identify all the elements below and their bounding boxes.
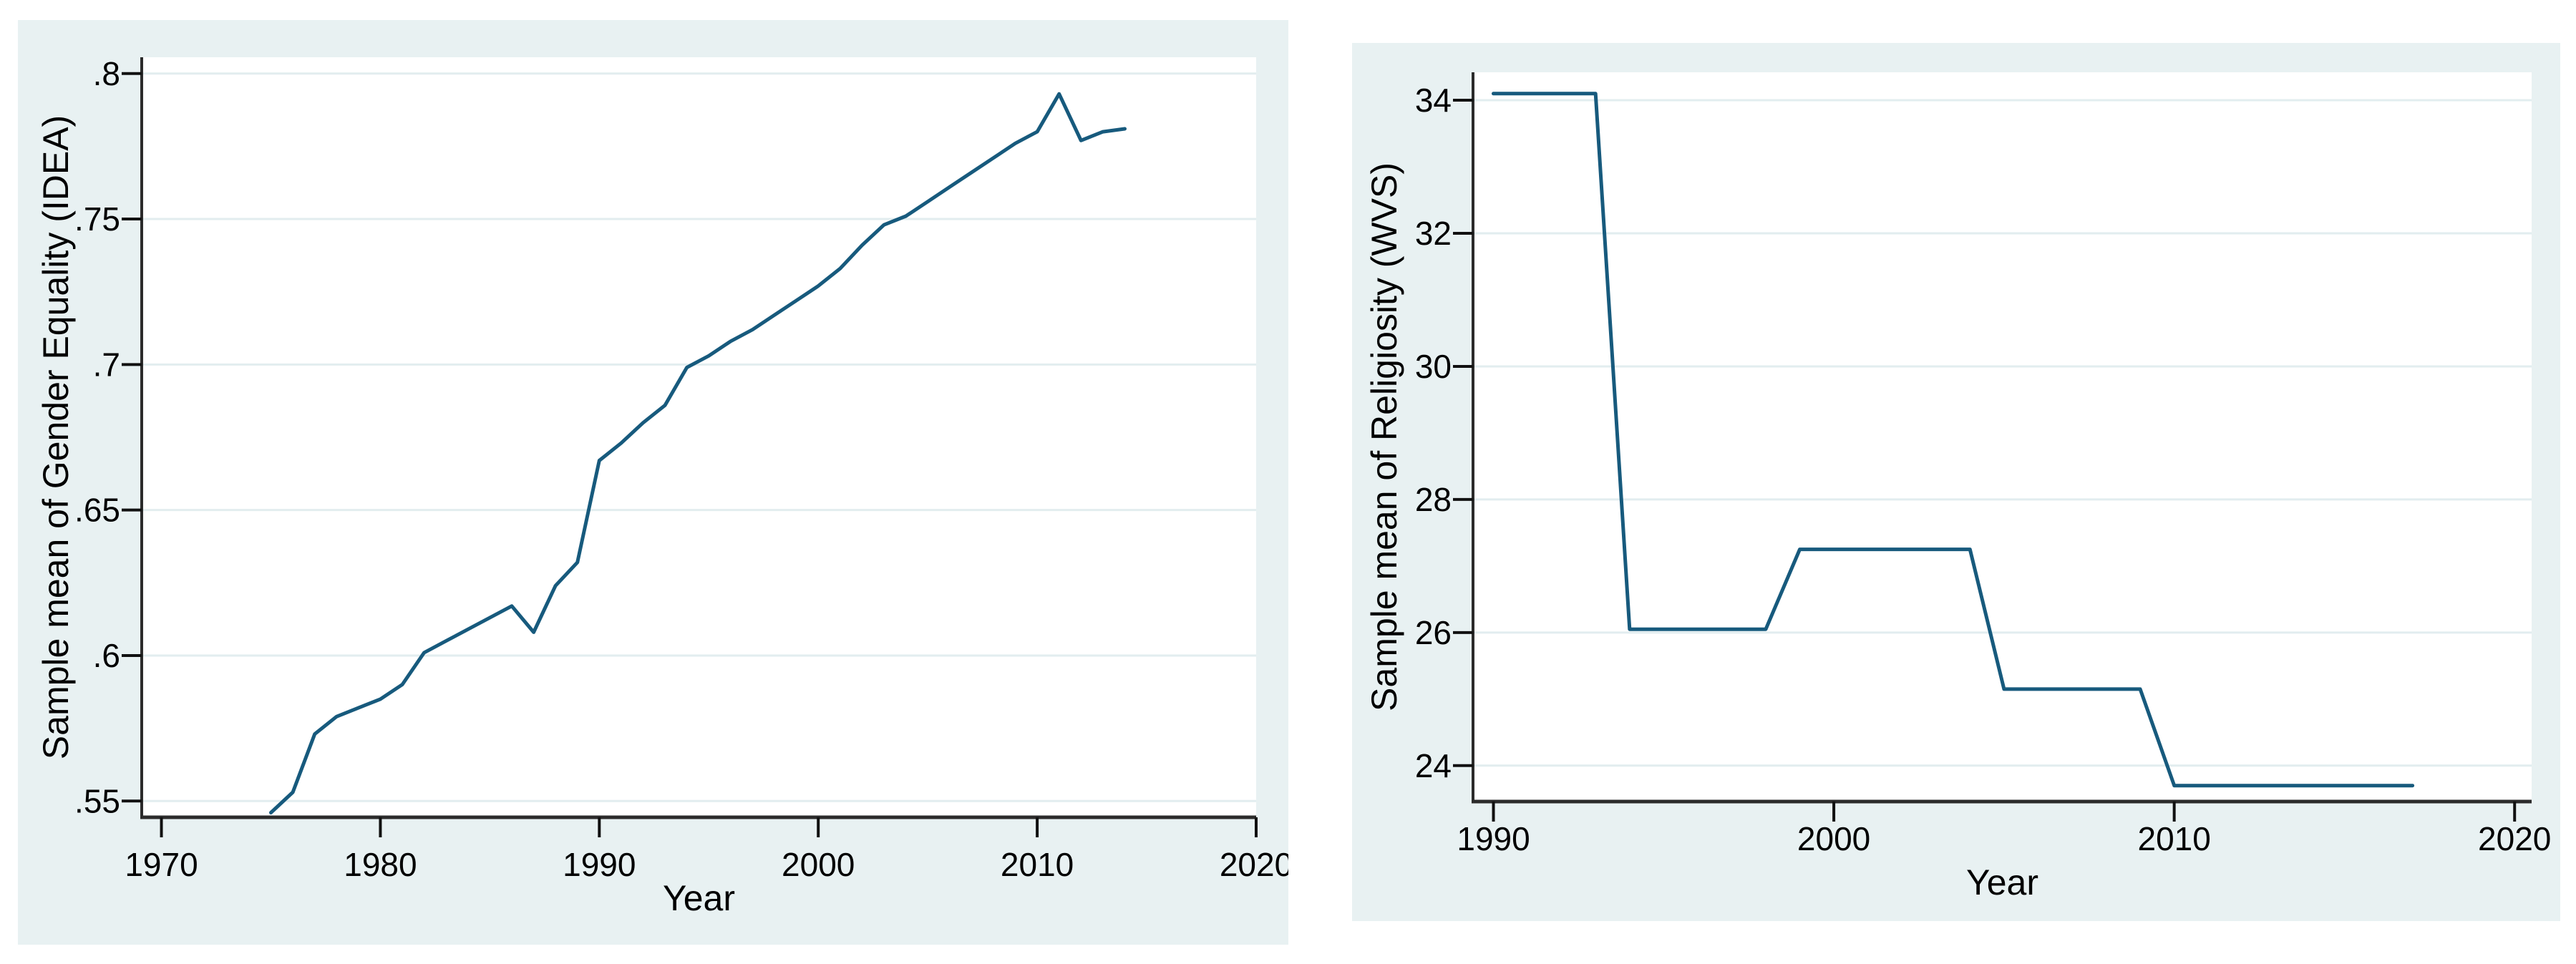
y-tick-label: .6 (93, 637, 120, 674)
data-line (269, 92, 1127, 814)
gender-equality-chart-panel: .55 .6 .65 .7 .75 .8 1970 1980 1990 2000 2010 2020 S… (18, 20, 1288, 945)
x-tick-label: 2020 (2478, 820, 2551, 857)
y-tick-label: 30 (1415, 348, 1452, 385)
y-axis-title: Sample mean of Gender Equality (IDEA) (36, 115, 76, 759)
x-tick-label: 2010 (2137, 820, 2210, 857)
x-tick-label: 1970 (125, 846, 198, 883)
y-tick-label: 34 (1415, 82, 1452, 119)
plot-area (142, 57, 1256, 817)
x-tick-label: 1980 (344, 846, 417, 883)
y-tick-label: .8 (93, 55, 120, 92)
y-tick-label: .65 (74, 492, 120, 529)
x-tick-label: 1990 (563, 846, 636, 883)
x-tick-label: 2020 (1220, 846, 1288, 883)
y-tick-label: 28 (1415, 481, 1452, 518)
plot-area (1473, 72, 2532, 802)
gender-equality-chart-svg: .55 .6 .65 .7 .75 .8 1970 1980 1990 2000 2010 2020 S… (36, 55, 1288, 918)
x-tick-label: 2010 (1001, 846, 1074, 883)
y-tick-label: .55 (74, 782, 120, 819)
x-tick-label: 2000 (782, 846, 855, 883)
y-tick-label: .75 (74, 200, 120, 238)
x-axis-title: Year (663, 878, 735, 918)
y-tick-label: 26 (1415, 614, 1452, 651)
data-line (1492, 92, 2415, 788)
y-tick-label: 24 (1415, 747, 1452, 784)
y-tick-label: 32 (1415, 215, 1452, 252)
x-tick-label: 2000 (1797, 820, 1870, 857)
religiosity-chart-svg: 24 26 28 30 32 34 1990 2000 2010 2020 Sample mean … (1364, 72, 2551, 902)
x-axis-title: Year (1966, 862, 2038, 902)
religiosity-chart-panel: 24 26 28 30 32 34 1990 2000 2010 2020 Sample mean … (1352, 43, 2560, 921)
x-tick-label: 1990 (1457, 820, 1530, 857)
y-tick-label: .7 (93, 346, 120, 383)
y-axis-title: Sample mean of Religiosity (WVS) (1364, 162, 1404, 711)
